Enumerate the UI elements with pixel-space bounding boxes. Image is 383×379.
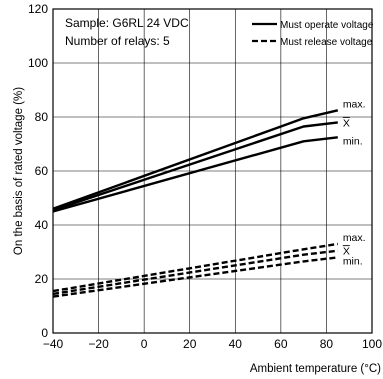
series-line-release-5: [52, 256, 338, 298]
y-tick-label: 40: [35, 218, 49, 232]
y-tick-label: 120: [28, 2, 48, 16]
x-tick-label: 20: [183, 337, 197, 351]
legend-label-operate: Must operate voltage: [280, 20, 374, 31]
series-end-label: min.: [343, 255, 363, 267]
series-line-operate-0: [52, 109, 339, 210]
plot-frame: [52, 8, 373, 334]
series-end-label: X: [343, 246, 350, 258]
x-tick-label: −20: [88, 337, 109, 351]
x-tick-label: 40: [229, 337, 243, 351]
x-axis-title: Ambient temperature (°C): [250, 363, 381, 375]
legend-label-release: Must release voltage: [280, 37, 373, 48]
x-tick-label: 0: [141, 337, 148, 351]
series-line-operate-2: [52, 136, 338, 213]
series-line-release-4: [52, 249, 338, 296]
y-tick-label: 60: [35, 164, 49, 178]
legend: Must operate voltage Must release voltag…: [252, 20, 374, 48]
y-tick-label: 20: [35, 272, 49, 286]
y-axis-title: On the basis of rated voltage (%): [13, 87, 25, 255]
series-end-label: max.: [343, 232, 366, 244]
series-line-release-3: [52, 242, 338, 293]
x-tick-label: 60: [274, 337, 288, 351]
x-tick-label: 80: [320, 337, 334, 351]
grid: [52, 8, 373, 334]
series-end-label: min.: [343, 135, 363, 147]
series-end-label: X: [343, 117, 350, 129]
series-line-operate-1: [52, 121, 338, 212]
y-tick-label: 80: [35, 110, 49, 124]
sample-annotation: Sample: G6RL 24 VDC: [65, 16, 189, 30]
y-tick-label: 100: [28, 56, 48, 70]
relays-annotation: Number of relays: 5: [65, 34, 170, 48]
tick-labels: −40 −20 0 20 40 60 80 100 0 20 40 60 80 100 120: [28, 2, 382, 351]
y-tick-label: 0: [41, 326, 48, 340]
series-end-label: max.: [343, 98, 366, 110]
series-lines: [52, 109, 339, 298]
x-tick-label: 100: [362, 337, 382, 351]
x-tick-label: −40: [43, 337, 64, 351]
